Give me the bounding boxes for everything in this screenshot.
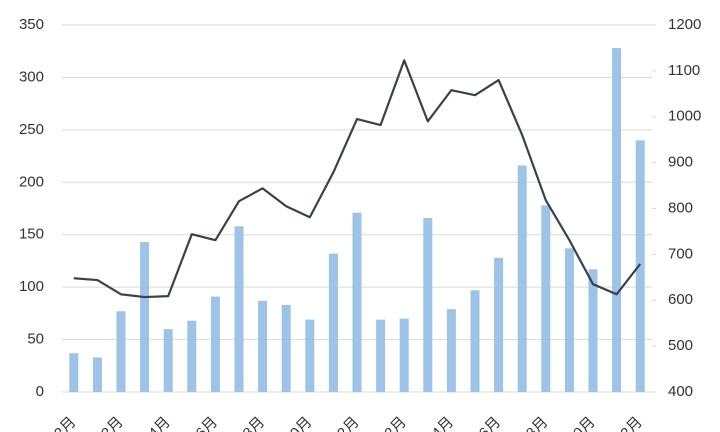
y2-tick-label: 800 [668,199,693,216]
bar [470,290,480,392]
y2-tick-label: 1100 [668,62,700,79]
x-tick-label: 8月 [240,414,269,432]
bar [187,320,197,392]
y-tick-label: 150 [19,226,44,243]
bar [92,357,102,392]
x-tick-label: 8月 [523,414,552,432]
x-tick-label: 2月 [98,414,127,432]
y-tick-label: 350 [19,16,44,33]
bar [423,217,433,392]
bar [635,140,645,392]
bar [399,318,409,392]
x-tick-label: 12月 [45,414,79,432]
bar [69,353,79,392]
y2-tick-label: 500 [668,337,693,354]
bar [328,253,338,392]
y-tick-label: 100 [19,278,44,295]
y-tick-label: 0 [36,383,44,400]
y2-tick-label: 1000 [668,108,701,125]
y-tick-label: 300 [19,68,44,85]
bar [234,226,244,392]
bar [116,311,126,392]
x-tick-label: 2月 [381,414,410,432]
x-tick-label: 12月 [611,414,645,432]
x-tick-label: 4月 [145,414,174,432]
bar [564,248,574,392]
bar [305,319,315,392]
bar [588,269,598,392]
bar [258,300,268,392]
bar [140,242,150,392]
y2-tick-label: 700 [668,245,693,262]
bar [376,319,386,392]
line [73,59,642,299]
y-tick-label: 250 [19,121,44,138]
bar [541,205,551,392]
x-tick-label: 4月 [429,414,458,432]
y-tick-label: 50 [27,331,44,348]
bar [163,329,173,392]
y2-tick-label: 600 [668,291,693,308]
y2-tick-label: 400 [668,383,693,400]
bar [494,257,504,392]
bar [352,212,362,392]
x-tick-label: 10月 [564,414,598,432]
x-tick-label: 6月 [193,414,222,432]
bar [612,48,622,392]
y-tick-label: 200 [19,173,44,190]
x-tick-label: 6月 [476,414,505,432]
x-tick-label: 10月 [281,414,315,432]
bar [517,165,527,392]
y2-tick-label: 1200 [668,16,701,33]
y2-tick-label: 900 [668,154,693,171]
x-tick-label: 12月 [328,414,362,432]
bar [210,296,220,392]
bar [281,304,291,392]
bar [446,309,456,392]
